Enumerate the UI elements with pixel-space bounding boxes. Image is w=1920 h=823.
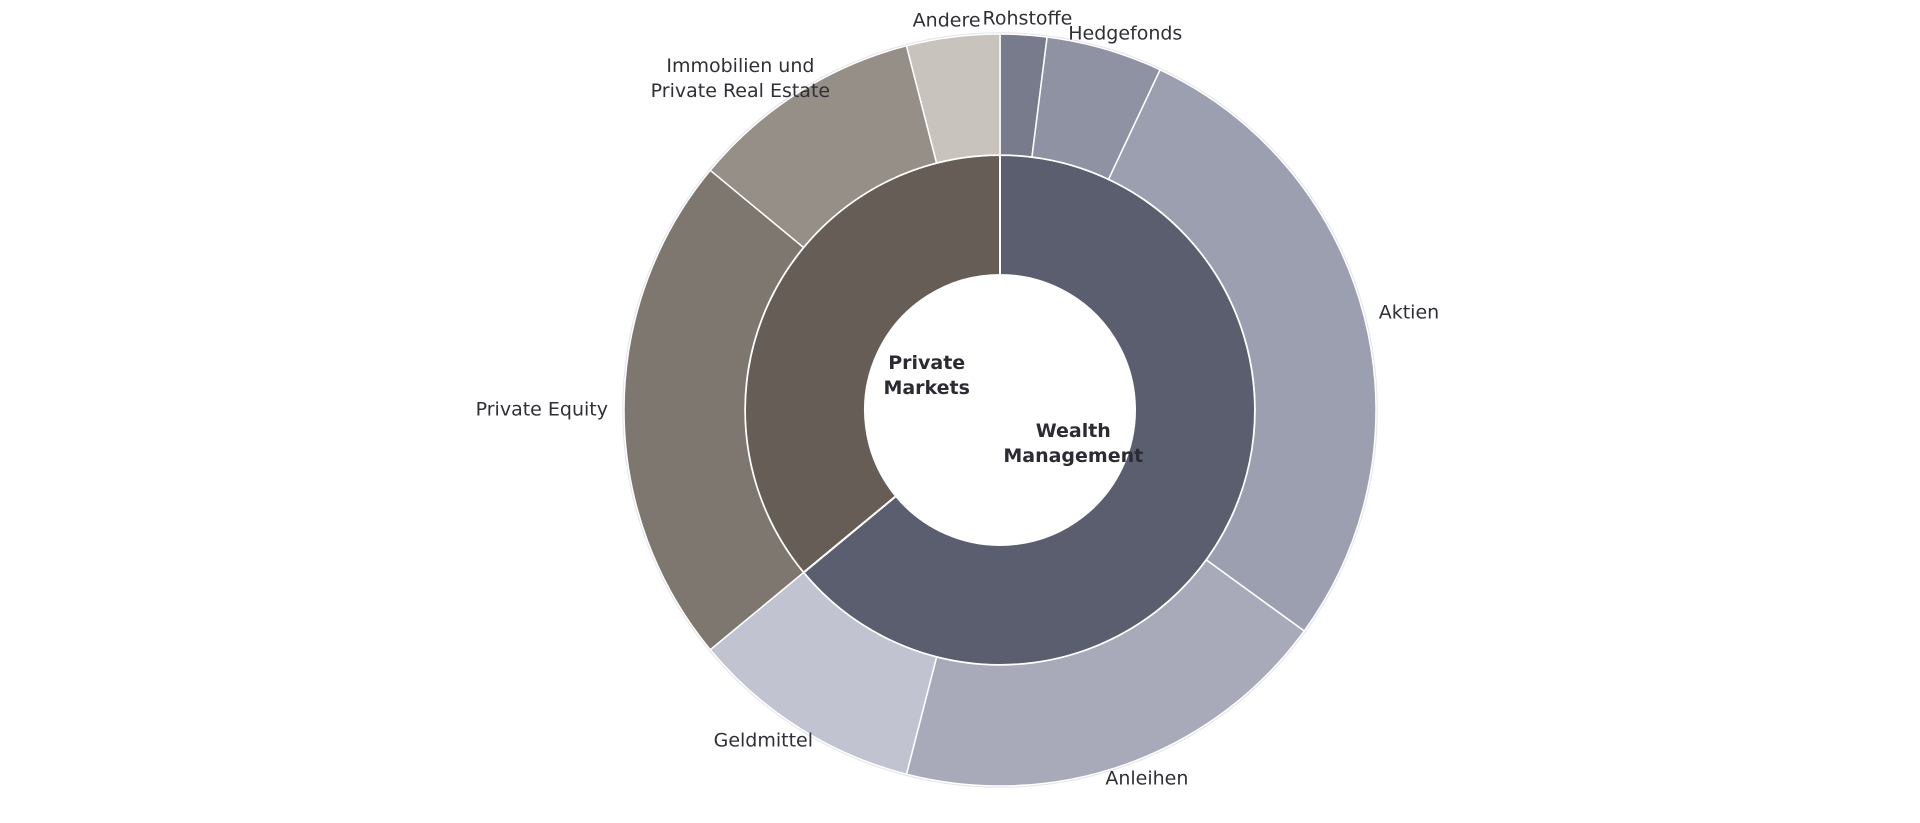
segment-label: Anleihen	[1105, 767, 1189, 790]
segment-label: Immobilien und Private Real Estate	[650, 55, 831, 103]
outer-border	[622, 32, 1378, 788]
group-label: Private Markets	[883, 351, 970, 399]
outer-segment	[905, 33, 1001, 164]
outer-segment	[905, 558, 1306, 787]
outer-segment	[623, 169, 805, 651]
segment-label: Andere	[912, 9, 981, 32]
segment-label: Geldmittel	[713, 729, 814, 752]
outer-segment	[1107, 68, 1377, 633]
segment-label: Private Equity	[475, 398, 608, 421]
group-label: Wealth Management	[1003, 420, 1144, 468]
segment-label: Aktien	[1378, 301, 1440, 323]
segment-label: Rohstoffe	[982, 7, 1073, 30]
segment-label: Hedgefonds	[1068, 22, 1183, 45]
